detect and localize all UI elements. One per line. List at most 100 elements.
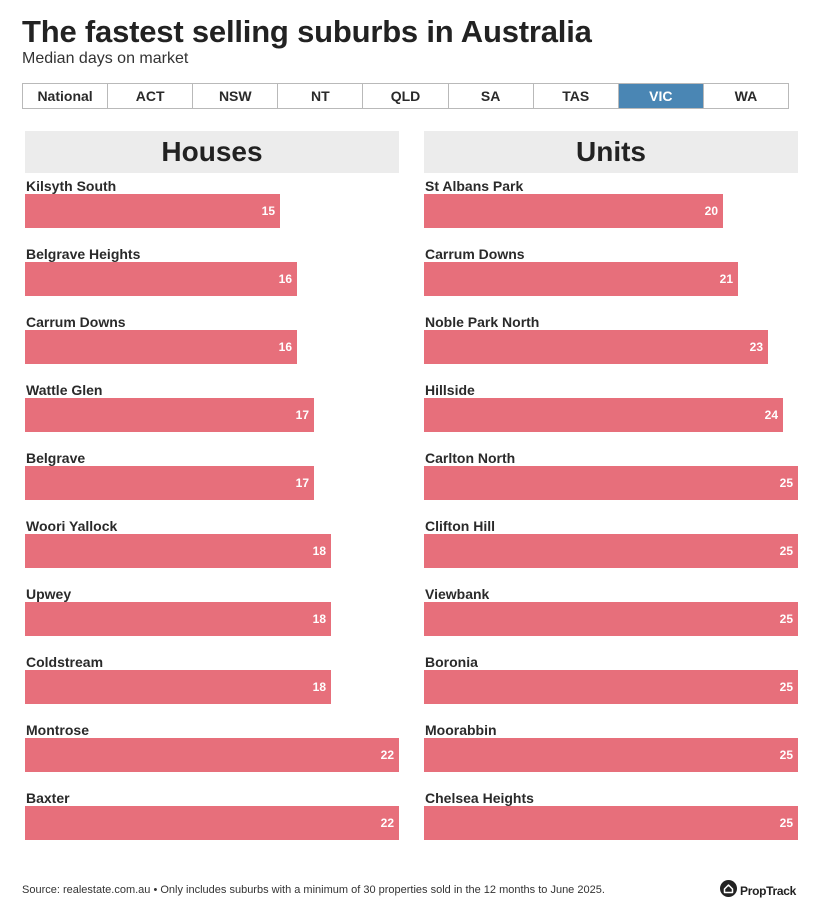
units-bar: 25 <box>424 466 798 500</box>
house-icon <box>720 880 737 902</box>
units-suburb-label: Hillside <box>425 382 475 398</box>
tab-nt[interactable]: NT <box>277 84 362 108</box>
houses-bar-value: 17 <box>295 476 309 490</box>
units-suburb-label: St Albans Park <box>425 178 524 194</box>
houses-bar-value: 18 <box>312 680 326 694</box>
units-suburb-label: Carrum Downs <box>425 246 525 262</box>
units-bar-value: 25 <box>779 612 793 626</box>
houses-row: Belgrave Heights 16 <box>25 244 399 312</box>
houses-suburb-label: Belgrave <box>26 450 86 466</box>
houses-bar: 17 <box>25 398 314 432</box>
units-bar: 24 <box>424 398 783 432</box>
tab-nsw[interactable]: NSW <box>192 84 277 108</box>
houses-bar-value: 17 <box>295 408 309 422</box>
units-bar: 25 <box>424 806 798 840</box>
houses-bar: 18 <box>25 602 331 636</box>
houses-row: Montrose 22 <box>25 720 399 788</box>
tab-vic[interactable]: VIC <box>617 84 703 108</box>
units-bar-value: 25 <box>779 680 793 694</box>
houses-row: Upwey 18 <box>25 584 399 652</box>
units-suburb-label: Viewbank <box>425 586 490 602</box>
units-suburb-label: Carlton North <box>425 450 516 466</box>
units-bar-value: 23 <box>749 340 763 354</box>
units-row: Boronia 25 <box>424 652 798 720</box>
units-row: Hillside 24 <box>424 380 798 448</box>
houses-bar: 16 <box>25 262 297 296</box>
units-bar-value: 25 <box>779 544 793 558</box>
houses-row: Kilsyth South 15 <box>25 176 399 244</box>
houses-row: Belgrave 17 <box>25 448 399 516</box>
houses-bar-value: 16 <box>278 340 292 354</box>
houses-bar: 22 <box>25 738 399 772</box>
houses-suburb-label: Coldstream <box>26 654 104 670</box>
units-bar: 20 <box>424 194 723 228</box>
units-bar: 25 <box>424 534 798 568</box>
houses-suburb-label: Carrum Downs <box>26 314 126 330</box>
houses-row: Baxter 22 <box>25 788 399 856</box>
units-bar: 25 <box>424 670 798 704</box>
tab-sa[interactable]: SA <box>447 84 533 108</box>
houses-bar: 15 <box>25 194 280 228</box>
units-bar-value: 24 <box>764 408 778 422</box>
houses-suburb-label: Wattle Glen <box>26 382 103 398</box>
tab-act[interactable]: ACT <box>107 84 192 108</box>
houses-bar-value: 22 <box>380 816 394 830</box>
houses-row: Carrum Downs 16 <box>25 312 399 380</box>
units-bar-value: 21 <box>719 272 733 286</box>
units-row: Moorabbin 25 <box>424 720 798 788</box>
houses-bar: 16 <box>25 330 297 364</box>
houses-suburb-label: Kilsyth South <box>26 178 117 194</box>
houses-bar-value: 18 <box>312 544 326 558</box>
houses-suburb-label: Woori Yallock <box>26 518 118 534</box>
proptrack-logo: PropTrack <box>720 880 796 902</box>
units-row: Clifton Hill 25 <box>424 516 798 584</box>
houses-bar-value: 16 <box>278 272 292 286</box>
tab-national[interactable]: National <box>37 88 93 104</box>
state-tabs: National ACT NSW NT QLD SA TAS VIC WA <box>22 83 789 109</box>
houses-bar-value: 22 <box>380 748 394 762</box>
units-suburb-label: Moorabbin <box>425 722 497 738</box>
units-bar-value: 25 <box>779 816 793 830</box>
houses-bar: 18 <box>25 534 331 568</box>
houses-suburb-label: Upwey <box>26 586 72 602</box>
units-suburb-label: Chelsea Heights <box>425 790 534 806</box>
tab-tas[interactable]: TAS <box>532 84 618 108</box>
units-row: Viewbank 25 <box>424 584 798 652</box>
houses-bar: 18 <box>25 670 331 704</box>
units-row: St Albans Park 20 <box>424 176 798 244</box>
units-bar: 23 <box>424 330 768 364</box>
houses-bar: 17 <box>25 466 314 500</box>
units-bar: 25 <box>424 738 798 772</box>
units-suburb-label: Boronia <box>425 654 478 670</box>
units-bar: 21 <box>424 262 738 296</box>
units-bar-chart: St Albans Park 20 Carrum Downs 21 Noble Park… <box>424 176 798 856</box>
logo-text: PropTrack <box>740 884 796 898</box>
houses-header: Houses <box>25 131 399 173</box>
units-bar-value: 25 <box>779 748 793 762</box>
tab-wa[interactable]: WA <box>702 84 788 108</box>
houses-row: Woori Yallock 18 <box>25 516 399 584</box>
chart-title: The fastest selling suburbs in Australia <box>22 14 592 49</box>
units-row: Noble Park North 23 <box>424 312 798 380</box>
units-suburb-label: Noble Park North <box>425 314 540 330</box>
tab-qld[interactable]: QLD <box>362 84 447 108</box>
houses-bar: 22 <box>25 806 399 840</box>
chart-subtitle: Median days on market <box>22 50 189 67</box>
units-suburb-label: Clifton Hill <box>425 518 495 534</box>
source-note: Source: realestate.com.au • Only include… <box>22 884 605 896</box>
houses-suburb-label: Belgrave Heights <box>26 246 141 262</box>
units-row: Carlton North 25 <box>424 448 798 516</box>
units-header: Units <box>424 131 798 173</box>
houses-row: Wattle Glen 17 <box>25 380 399 448</box>
houses-suburb-label: Montrose <box>26 722 89 738</box>
houses-row: Coldstream 18 <box>25 652 399 720</box>
houses-bar-value: 15 <box>261 204 275 218</box>
units-bar-value: 25 <box>779 476 793 490</box>
units-bar: 25 <box>424 602 798 636</box>
houses-bar-chart: Kilsyth South 15 Belgrave Heights 16 Carrum … <box>25 176 399 856</box>
units-bar-value: 20 <box>704 204 718 218</box>
units-row: Chelsea Heights 25 <box>424 788 798 856</box>
houses-suburb-label: Baxter <box>26 790 70 806</box>
houses-bar-value: 18 <box>312 612 326 626</box>
units-row: Carrum Downs 21 <box>424 244 798 312</box>
